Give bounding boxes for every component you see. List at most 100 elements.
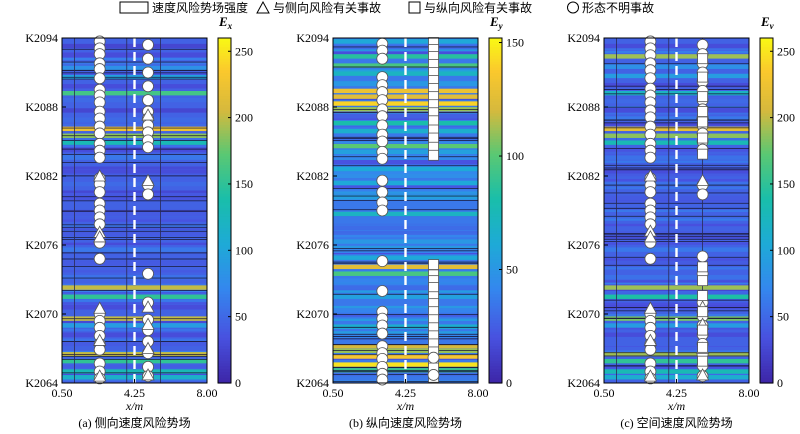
x-axis-label: x/m bbox=[396, 399, 415, 413]
colorbar-segment bbox=[489, 296, 502, 301]
colorbar-segment bbox=[489, 201, 502, 206]
colorbar-segment bbox=[489, 273, 502, 278]
colorbar-segment bbox=[489, 316, 502, 321]
colorbar-segment bbox=[760, 259, 773, 263]
colorbar-segment bbox=[489, 92, 502, 97]
colorbar-segment bbox=[218, 374, 231, 378]
colorbar-segment bbox=[489, 130, 502, 134]
colorbar-segment bbox=[218, 58, 231, 62]
colorbar-segment bbox=[760, 236, 773, 240]
colorbar-segment bbox=[760, 101, 773, 105]
colorbar-tick-label: 50 bbox=[777, 310, 789, 324]
chart-panel-2: K2064 K2070 K2076 K2082 K2088 K2094 0.50 4.25 8.… bbox=[296, 14, 524, 430]
colorbar-segment bbox=[218, 230, 231, 235]
colorbar-segment bbox=[760, 262, 773, 266]
colorbar-segment bbox=[489, 78, 502, 82]
colorbar-segment bbox=[489, 276, 502, 281]
marker-circle bbox=[696, 250, 709, 263]
colorbar-segment bbox=[760, 348, 773, 352]
colorbar-tick-label: 150 bbox=[777, 177, 795, 191]
colorbar-segment bbox=[489, 210, 502, 214]
field-stripe bbox=[333, 48, 478, 51]
colorbar-segment bbox=[218, 155, 231, 160]
field-stripe bbox=[333, 117, 478, 121]
panel-caption: (b) 纵向速度风险势场 bbox=[349, 415, 462, 430]
marker-square bbox=[697, 290, 708, 302]
colorbar-segment bbox=[489, 158, 502, 163]
colorbar-segment bbox=[760, 69, 773, 74]
colorbar-segment bbox=[489, 49, 502, 53]
colorbar-segment bbox=[760, 293, 773, 298]
colorbar-segment bbox=[218, 135, 231, 140]
colorbar-segment bbox=[760, 276, 773, 281]
field-band bbox=[333, 63, 478, 68]
colorbar-tick-label: 0 bbox=[506, 376, 512, 390]
marker-square bbox=[697, 106, 708, 117]
colorbar-segment bbox=[218, 115, 231, 120]
colorbar-segment bbox=[760, 360, 773, 364]
colorbar-segment bbox=[760, 342, 773, 347]
marker-circle bbox=[93, 151, 106, 164]
colorbar-segment bbox=[760, 377, 773, 381]
colorbar-segment bbox=[489, 95, 502, 99]
field-stripe bbox=[604, 186, 749, 190]
x-tick-label: 8.00 bbox=[468, 386, 489, 400]
colorbar-segment bbox=[760, 222, 773, 226]
colorbar-segment bbox=[218, 354, 231, 358]
field-band bbox=[62, 285, 207, 290]
colorbar-segment bbox=[218, 95, 231, 99]
field-band bbox=[333, 271, 478, 276]
panel-caption: (c) 空间速度风险势场 bbox=[620, 415, 732, 430]
colorbar-segment bbox=[489, 43, 502, 48]
colorbar-segment bbox=[760, 296, 773, 301]
colorbar-tick-label: 150 bbox=[235, 177, 253, 191]
colorbar-segment bbox=[218, 109, 231, 114]
panel-caption: (a) 侧向速度风险势场 bbox=[78, 415, 190, 430]
colorbar-segment bbox=[489, 268, 502, 272]
colorbar-segment bbox=[760, 167, 773, 171]
colorbar-segment bbox=[760, 138, 773, 143]
colorbar-segment bbox=[218, 72, 231, 76]
colorbar-segment bbox=[218, 104, 231, 108]
colorbar-segment bbox=[218, 173, 231, 177]
field-stripe bbox=[604, 160, 749, 163]
colorbar-segment bbox=[760, 112, 773, 117]
field-stripe bbox=[62, 299, 207, 302]
marker-square bbox=[428, 115, 439, 127]
marker-circle bbox=[427, 369, 440, 381]
field-band bbox=[62, 231, 207, 236]
colorbar-segment bbox=[489, 262, 502, 266]
colorbar-segment bbox=[218, 147, 231, 151]
colorbar-segment bbox=[489, 245, 502, 249]
colorbar-segment bbox=[760, 164, 773, 168]
colorbar-tick-label: 50 bbox=[506, 263, 518, 277]
colorbar-segment bbox=[489, 190, 502, 194]
colorbar-segment bbox=[218, 325, 231, 329]
marker-triangle bbox=[643, 230, 658, 243]
colorbar-segment bbox=[760, 305, 773, 309]
colorbar-segment bbox=[489, 224, 502, 229]
marker-circle bbox=[696, 188, 709, 201]
colorbar-segment bbox=[218, 328, 231, 332]
colorbar-segment bbox=[218, 279, 231, 283]
colorbar-segment bbox=[218, 153, 231, 157]
colorbar-segment bbox=[489, 81, 502, 85]
colorbar-segment bbox=[760, 216, 773, 220]
field-band bbox=[604, 369, 749, 374]
marker-circle bbox=[376, 204, 389, 217]
colorbar-segment bbox=[760, 49, 773, 53]
colorbar-tick-label: 100 bbox=[777, 243, 795, 257]
colorbar-segment bbox=[760, 227, 773, 232]
colorbar-segment bbox=[489, 219, 502, 223]
field-stripe bbox=[62, 242, 207, 246]
marker-square bbox=[428, 282, 439, 293]
colorbar-segment bbox=[489, 187, 502, 191]
colorbar-segment bbox=[760, 279, 773, 283]
colorbar-segment bbox=[760, 124, 773, 128]
colorbar-frame bbox=[759, 37, 774, 384]
colorbar-segment bbox=[489, 193, 502, 197]
colorbar-segment bbox=[489, 184, 502, 189]
legend-circle-label: 形态不明事故 bbox=[582, 0, 654, 15]
colorbar-segment bbox=[489, 377, 502, 381]
colorbar-segment bbox=[760, 63, 773, 68]
